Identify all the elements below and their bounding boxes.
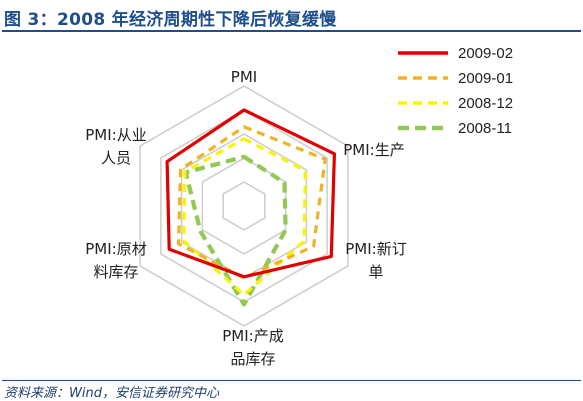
source-note: 资料来源：Wind，安信证券研究中心: [4, 386, 219, 401]
grid-ring: [139, 85, 349, 327]
title-rule: [2, 30, 581, 32]
figure-title: 图 3：2008 年经济周期性下降后恢复缓慢: [4, 10, 337, 30]
axis-label: 品库存: [230, 350, 275, 368]
radar-grid: [139, 85, 349, 327]
legend-label: 2009-02: [458, 45, 513, 62]
series-2009-02: [165, 108, 336, 279]
series-2008-12: [182, 137, 307, 297]
axis-label: 人员: [101, 149, 131, 167]
radar-series: [165, 108, 336, 307]
legend-label: 2009-01: [458, 70, 513, 87]
axis-label: PMI:原材: [85, 240, 146, 258]
axis-label: PMI:生产: [343, 141, 404, 159]
axis-label: 料库存: [93, 263, 138, 281]
axis-label: PMI: [231, 68, 257, 86]
axis-label: 单: [368, 263, 383, 281]
axis-label: PMI:从业: [85, 126, 146, 144]
grid-ring: [201, 157, 287, 255]
legend: 2009-02 2009-01 2008-12 2008-11: [398, 45, 513, 137]
legend-label: 2008-12: [458, 95, 513, 112]
legend-label: 2008-11: [458, 120, 512, 137]
source-rule: [2, 380, 581, 381]
grid-ring: [222, 181, 266, 231]
series-2009-01: [176, 125, 327, 280]
axis-label: PMI:产成: [222, 327, 283, 345]
series-2008-11: [183, 154, 288, 307]
axis-label: PMI:新订: [345, 240, 406, 258]
